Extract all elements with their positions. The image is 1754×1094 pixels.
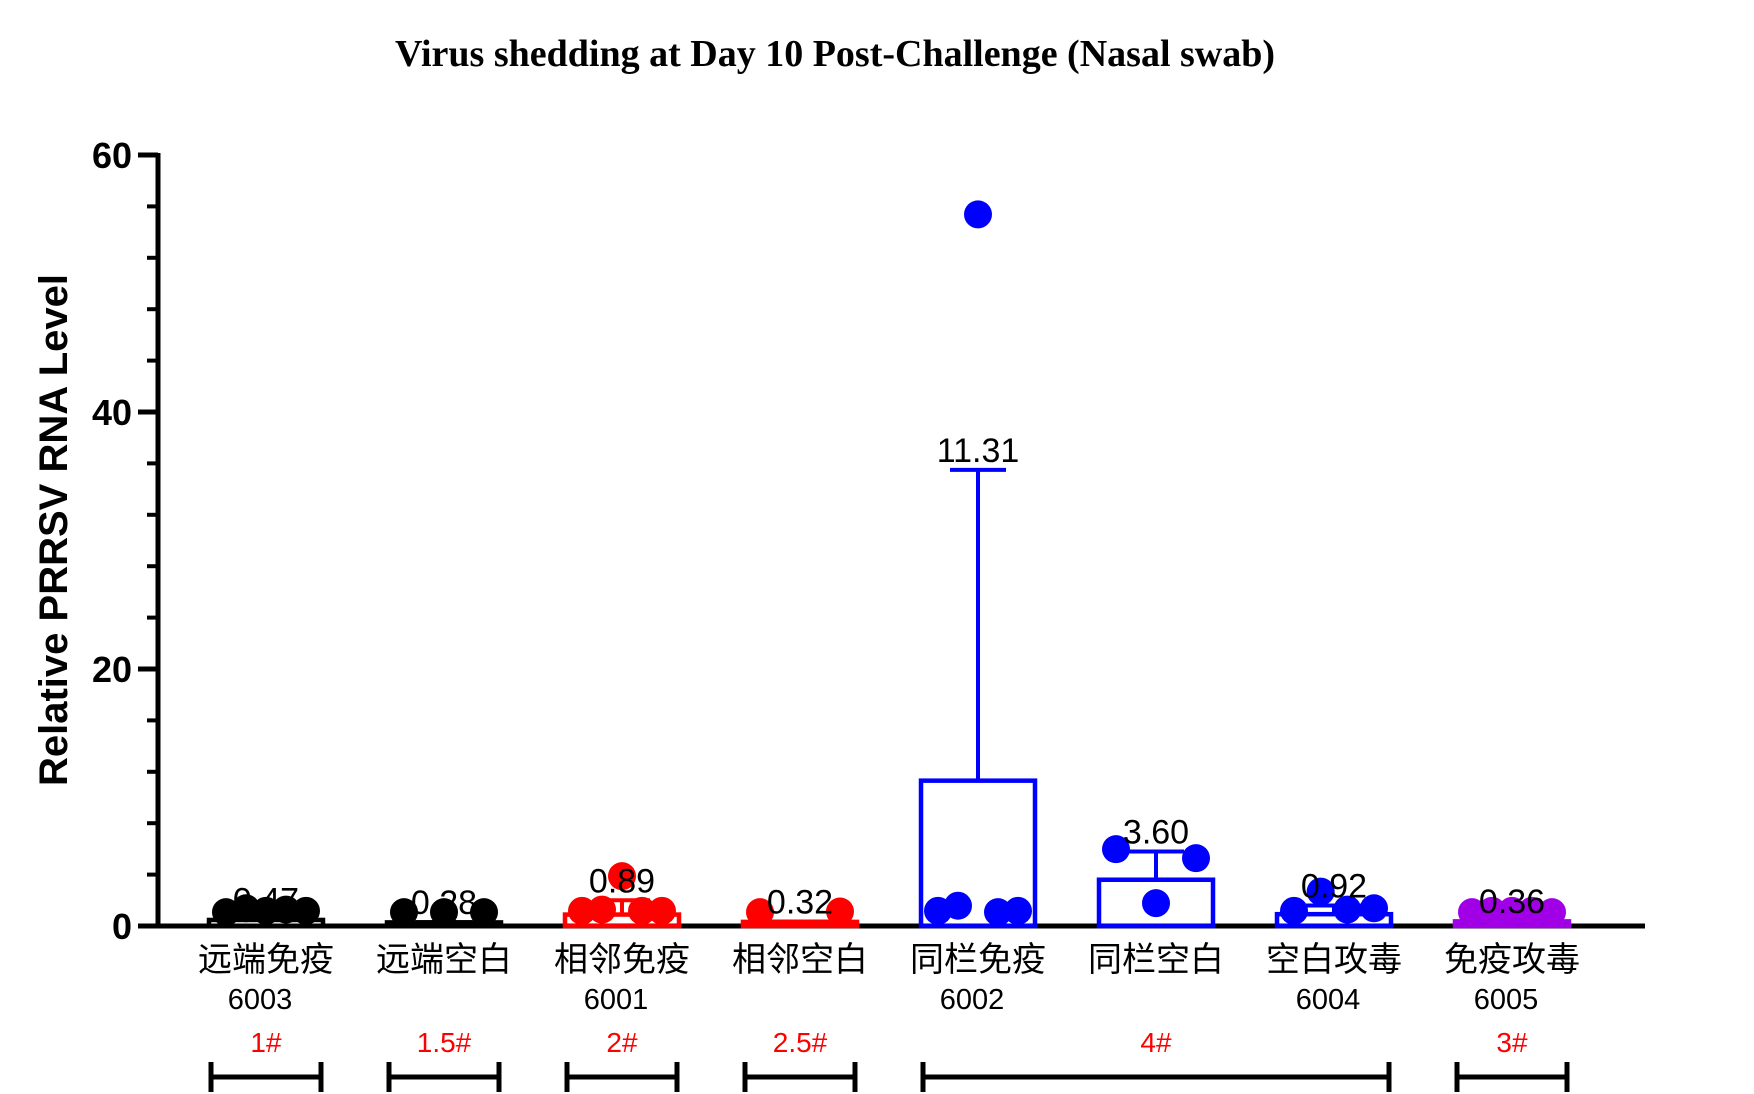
data-point [628, 896, 656, 925]
bar [918, 778, 1038, 929]
plot-area: 0 20 40 60 0.47 远端免疫 6003 0.28 远端空白 0.89 相邻免疫 6001 0… [92, 135, 1645, 1092]
data-point [470, 898, 498, 927]
y-tick-label: 40 [92, 392, 132, 433]
x-sub-label: 6001 [584, 984, 649, 1016]
bar [1274, 911, 1394, 929]
data-point [608, 862, 636, 891]
bar-value-label: 0.92 [1301, 867, 1367, 905]
data-point [390, 898, 418, 927]
group-label: 4# [1140, 1027, 1172, 1058]
data-point [1142, 889, 1170, 918]
bar-value-label: 0.28 [411, 884, 477, 922]
x-tick-label: 相邻空白 [732, 940, 868, 980]
data-point [1518, 896, 1546, 925]
data-point [1182, 844, 1210, 873]
bar-value-label: 0.47 [233, 882, 299, 920]
data-point [292, 896, 320, 925]
x-tick-label: 同栏免疫 [910, 940, 1046, 980]
data-point [944, 891, 972, 920]
data-point [588, 895, 616, 924]
group-label: 1.5# [417, 1027, 472, 1058]
x-tick-label: 空白攻毒 [1266, 940, 1402, 980]
data-point [252, 896, 280, 925]
group-label: 3# [1496, 1027, 1528, 1058]
data-point [1360, 894, 1388, 923]
bar-value-label: 0.36 [1479, 883, 1545, 921]
x-tick-label: 同栏空白 [1088, 940, 1224, 980]
x-tick-label: 免疫攻毒 [1444, 940, 1580, 980]
data-point [984, 898, 1012, 927]
chart-title: Virus shedding at Day 10 Post-Challenge … [395, 33, 1275, 75]
x-sub-label: 6002 [940, 984, 1005, 1016]
bar-value-label: 0.89 [589, 862, 655, 900]
bar-value-label: 0.32 [767, 884, 833, 922]
data-point [1333, 895, 1362, 924]
x-sub-label: 6004 [1296, 984, 1361, 1016]
x-tick-label: 远端免疫 [198, 940, 334, 980]
data-point [1458, 898, 1486, 927]
data-point [1538, 898, 1566, 927]
y-tick-label: 0 [112, 906, 132, 947]
data-point [1498, 896, 1526, 925]
data-point [826, 897, 854, 926]
bar [1096, 877, 1216, 929]
x-tick-label: 远端空白 [376, 940, 512, 980]
y-axis-label: Relative PRRSV RNA Level [32, 274, 76, 786]
data-point [1102, 835, 1130, 864]
group-label: 1# [250, 1027, 282, 1058]
data-point [568, 896, 596, 925]
x-sub-label: 6005 [1474, 984, 1539, 1016]
data-point [746, 898, 774, 927]
data-point [648, 896, 676, 925]
data-point [1478, 896, 1506, 925]
bar [562, 912, 682, 929]
group-label: 2# [606, 1027, 638, 1058]
data-point [1280, 896, 1308, 925]
x-sub-label: 6003 [228, 984, 293, 1016]
y-tick-label: 20 [92, 649, 132, 690]
data-point [1004, 896, 1032, 925]
x-tick-label: 相邻免疫 [554, 940, 690, 980]
bar [740, 919, 860, 929]
data-point [430, 898, 458, 927]
bar-value-label: 3.60 [1123, 813, 1189, 851]
data-point [964, 200, 992, 229]
data-point [1306, 877, 1335, 906]
group-label: 2.5# [773, 1027, 828, 1058]
y-tick-label: 60 [92, 135, 132, 176]
bar-value-label: 11.31 [937, 432, 1020, 470]
data-point [272, 895, 300, 924]
